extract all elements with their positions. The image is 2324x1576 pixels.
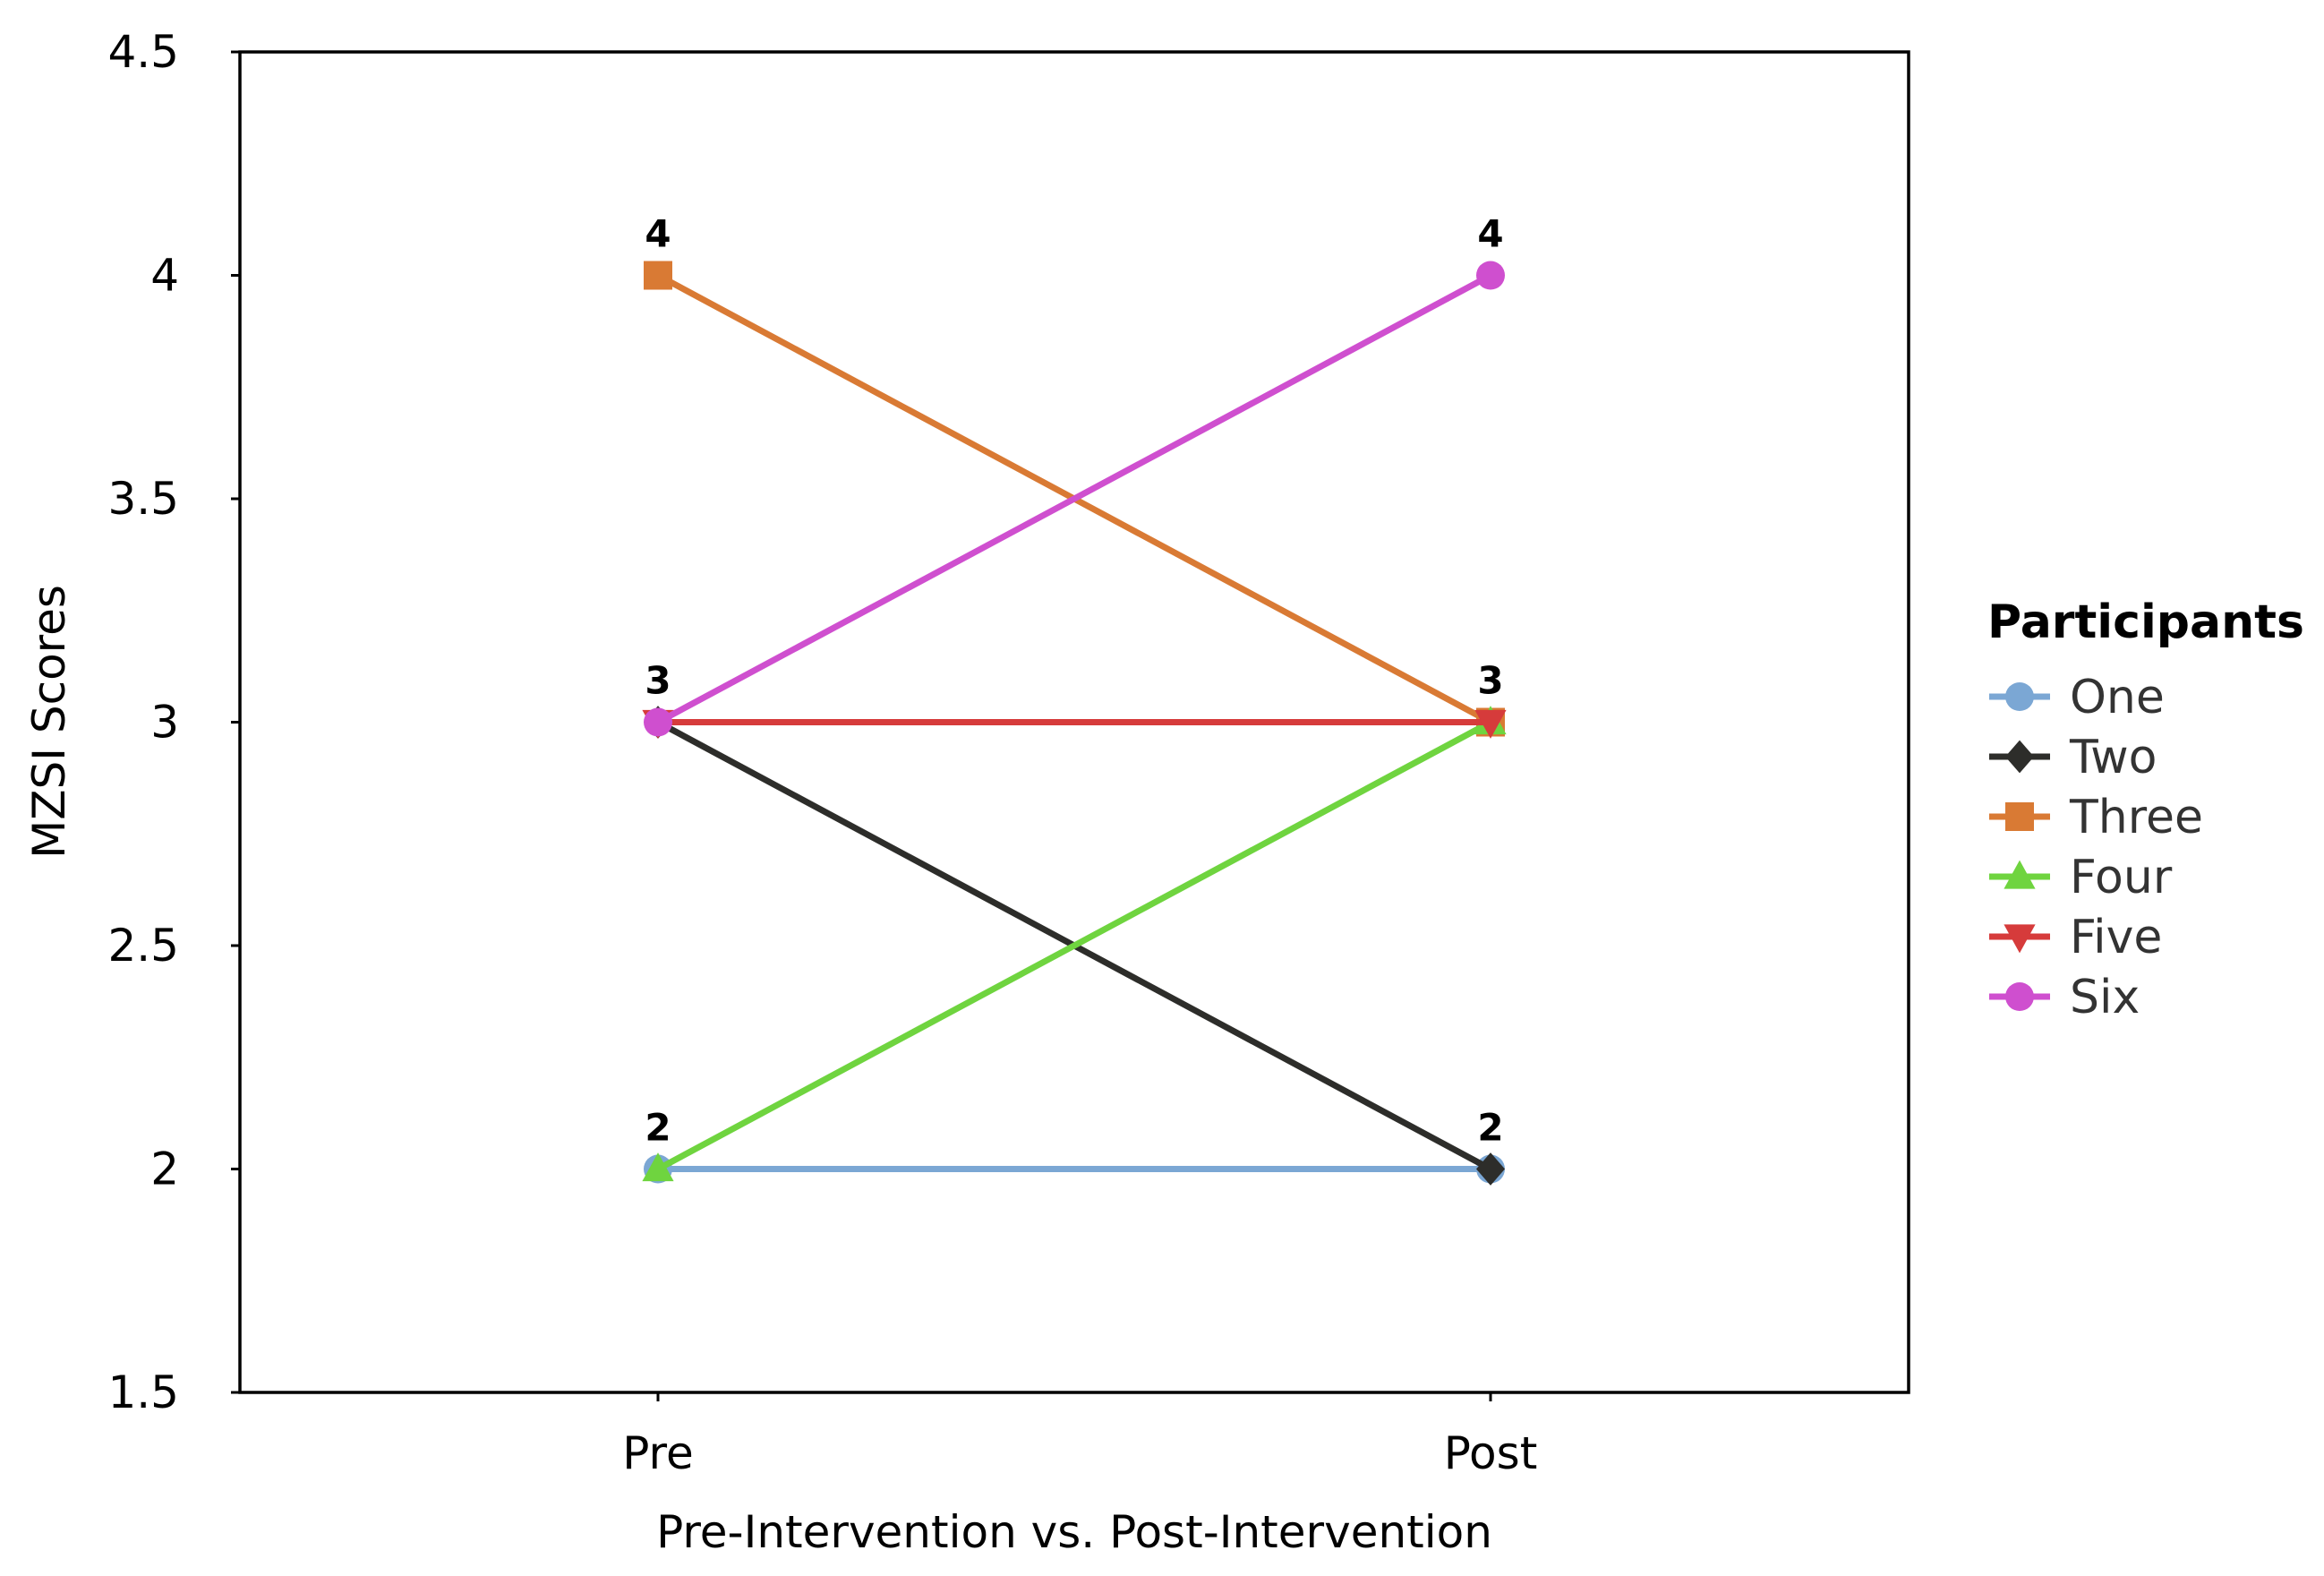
data-point-three-pre <box>644 261 672 290</box>
legend-marker-four <box>2004 860 2036 889</box>
y-tick-label: 1.5 <box>107 1366 179 1418</box>
legend-marker-two <box>2005 740 2034 774</box>
series-line-four <box>656 719 1492 1172</box>
y-tick-label: 2 <box>150 1143 179 1195</box>
data-label: 3 <box>645 659 671 703</box>
series-six <box>644 261 1505 737</box>
legend-label-four: Four <box>2070 851 2173 904</box>
legend-marker-five <box>2004 924 2036 954</box>
data-label: 4 <box>645 212 671 256</box>
legend-title: Participants <box>1987 595 2304 649</box>
x-axis-title: Pre-Intervention vs. Post-Intervention <box>656 1506 1492 1558</box>
data-point-six-pre <box>644 707 672 737</box>
data-point-five-post <box>1474 709 1507 739</box>
x-tick-label: Pre <box>622 1427 694 1479</box>
data-point-six-post <box>1476 261 1505 290</box>
legend-label-five: Five <box>2070 911 2162 964</box>
data-label: 3 <box>1477 659 1503 703</box>
data-point-two-post <box>1476 1152 1505 1186</box>
data-label: 4 <box>1477 212 1503 256</box>
legend-label-six: Six <box>2070 971 2140 1024</box>
y-tick-label: 2.5 <box>107 920 179 972</box>
legend-label-three: Three <box>2069 791 2203 844</box>
legend-marker-one <box>2005 682 2034 711</box>
series-line-six <box>656 272 1492 725</box>
legend-item-two: Two <box>1989 731 2157 784</box>
legend-label-two: Two <box>2069 731 2157 784</box>
legend-item-four: Four <box>1989 851 2173 904</box>
y-tick-label: 4.5 <box>107 26 179 78</box>
x-axis: Pre Post <box>622 1392 1537 1479</box>
y-tick-label: 4 <box>150 250 179 302</box>
legend: Participants One Two Three Four Five Six <box>1987 595 2304 1024</box>
y-tick-label: 3.5 <box>107 473 179 525</box>
series-layer <box>642 261 1507 1186</box>
legend-label-one: One <box>2070 671 2165 724</box>
series-five <box>642 709 1507 739</box>
y-axis-title: MZSI Scores <box>23 585 75 859</box>
data-point-four-pre <box>642 1152 674 1182</box>
legend-item-five: Five <box>1989 911 2162 964</box>
series-one <box>644 1154 1505 1184</box>
data-labels: 4 3 2 4 3 2 <box>645 212 1503 1150</box>
y-tick-label: 3 <box>150 697 179 749</box>
data-label: 2 <box>1477 1106 1503 1150</box>
legend-item-three: Three <box>1989 791 2203 844</box>
legend-item-one: One <box>1989 671 2165 724</box>
y-axis: 1.5 2 2.5 3 3.5 4 4.5 <box>107 26 240 1418</box>
legend-item-six: Six <box>1989 971 2140 1024</box>
legend-marker-three <box>2005 802 2034 831</box>
x-tick-label: Post <box>1444 1427 1538 1479</box>
legend-marker-six <box>2005 982 2034 1011</box>
data-label: 2 <box>645 1106 671 1150</box>
